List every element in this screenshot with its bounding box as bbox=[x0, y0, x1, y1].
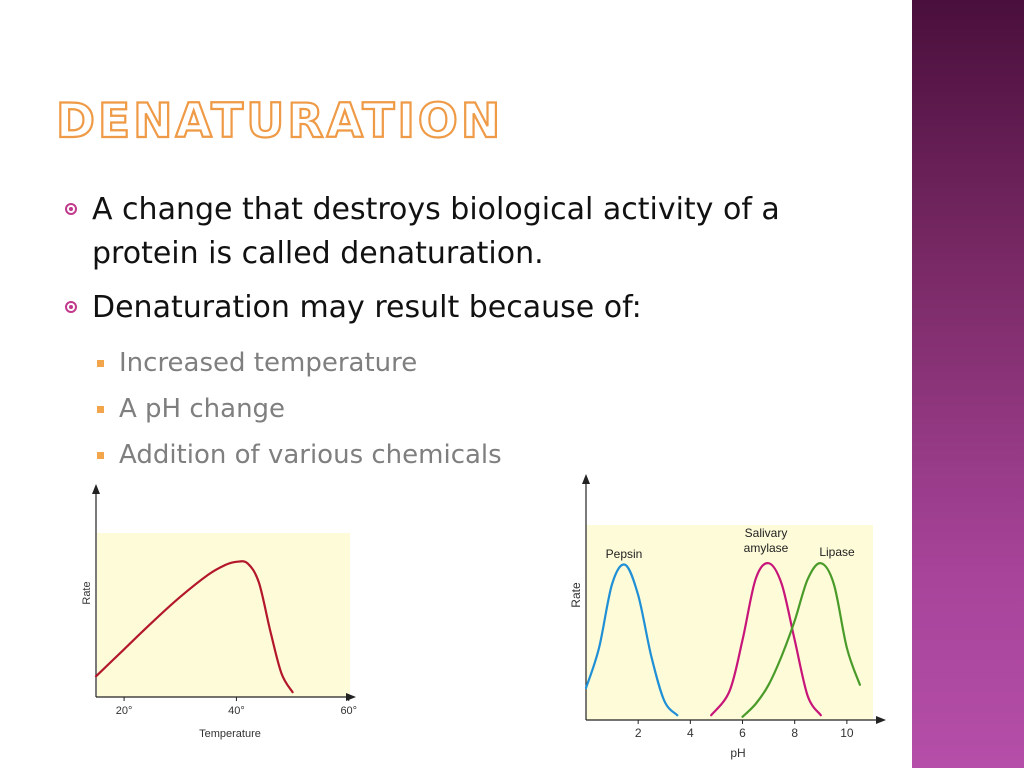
x-axis-arrow bbox=[876, 716, 886, 724]
x-tick-label: 2 bbox=[635, 726, 642, 740]
plot-area bbox=[586, 525, 873, 720]
square-bullet-icon bbox=[97, 406, 104, 413]
square-bullet-icon bbox=[97, 452, 104, 459]
x-tick-label: 4 bbox=[687, 726, 694, 740]
x-tick-label: 10 bbox=[840, 726, 854, 740]
bullet-text: Denaturation may result because of: bbox=[92, 290, 642, 325]
circle-bullet-icon bbox=[65, 301, 77, 313]
sub-bullet-text: Increased temperature bbox=[119, 348, 418, 378]
sub-bullet-item: Addition of various chemicals bbox=[62, 432, 882, 478]
sub-bullet-text: A pH change bbox=[119, 394, 286, 424]
x-tick-label: 8 bbox=[791, 726, 798, 740]
x-tick-label: 60° bbox=[340, 705, 357, 717]
x-tick-label: 40° bbox=[228, 705, 245, 717]
slide-title: Denaturation bbox=[55, 94, 504, 149]
x-tick-label: 6 bbox=[739, 726, 746, 740]
series-line bbox=[710, 562, 822, 717]
bullet-item: Denaturation may result because of: bbox=[62, 286, 882, 330]
temperature-rate-chart: 20° 40° 60° Rate Temperature bbox=[81, 484, 357, 740]
square-bullet-icon bbox=[97, 360, 104, 367]
bullet-item: A change that destroys biological activi… bbox=[62, 188, 882, 276]
sub-bullet-item: Increased temperature bbox=[62, 340, 882, 386]
series-line bbox=[94, 560, 294, 694]
circle-bullet-icon bbox=[65, 203, 77, 215]
y-axis-arrow bbox=[92, 484, 100, 494]
series-label: Lipase bbox=[819, 545, 855, 559]
series-label: amylase bbox=[744, 541, 789, 555]
y-axis-label: Rate bbox=[81, 581, 93, 604]
x-tick-label: 20° bbox=[116, 705, 133, 717]
x-axis-arrow bbox=[346, 693, 356, 701]
series-line bbox=[741, 562, 861, 718]
bullet-text: A change that destroys biological activi… bbox=[92, 192, 780, 271]
sub-bullet-text: Addition of various chemicals bbox=[119, 440, 502, 470]
series-label: Pepsin bbox=[606, 547, 643, 561]
sub-bullet-item: A pH change bbox=[62, 386, 882, 432]
plot-area bbox=[97, 533, 350, 697]
series-line bbox=[584, 563, 679, 717]
y-axis-label: Rate bbox=[569, 582, 583, 608]
slide-body: A change that destroys biological activi… bbox=[62, 188, 882, 478]
y-axis-arrow bbox=[582, 474, 590, 484]
decorative-side-band bbox=[912, 0, 1024, 768]
series-label: Salivary bbox=[745, 526, 788, 540]
x-axis-label: Temperature bbox=[199, 728, 261, 740]
x-axis-label: pH bbox=[730, 746, 745, 760]
